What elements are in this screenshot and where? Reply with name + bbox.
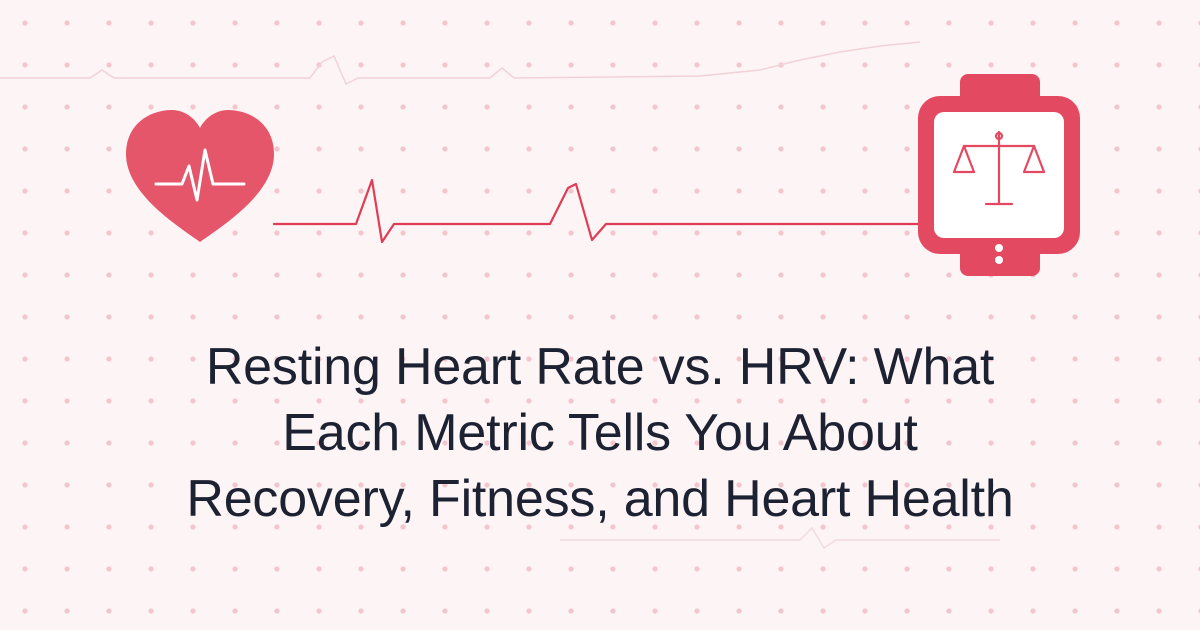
balance-scale-icon	[952, 130, 1046, 206]
page-title: Resting Heart Rate vs. HRV: What Each Me…	[80, 334, 1120, 532]
watch-button-bottom	[995, 256, 1003, 264]
watch-button-top	[995, 244, 1003, 252]
heart-pulse-line	[154, 148, 246, 202]
smartwatch-icon	[918, 74, 1080, 276]
title-line-2: Each Metric Tells You About	[282, 404, 918, 462]
ecg-heartbeat-line	[272, 178, 920, 244]
title-line-3: Recovery, Fitness, and Heart Health	[186, 470, 1014, 528]
title-line-1: Resting Heart Rate vs. HRV: What	[205, 338, 995, 396]
heart-with-pulse-icon	[126, 110, 274, 242]
